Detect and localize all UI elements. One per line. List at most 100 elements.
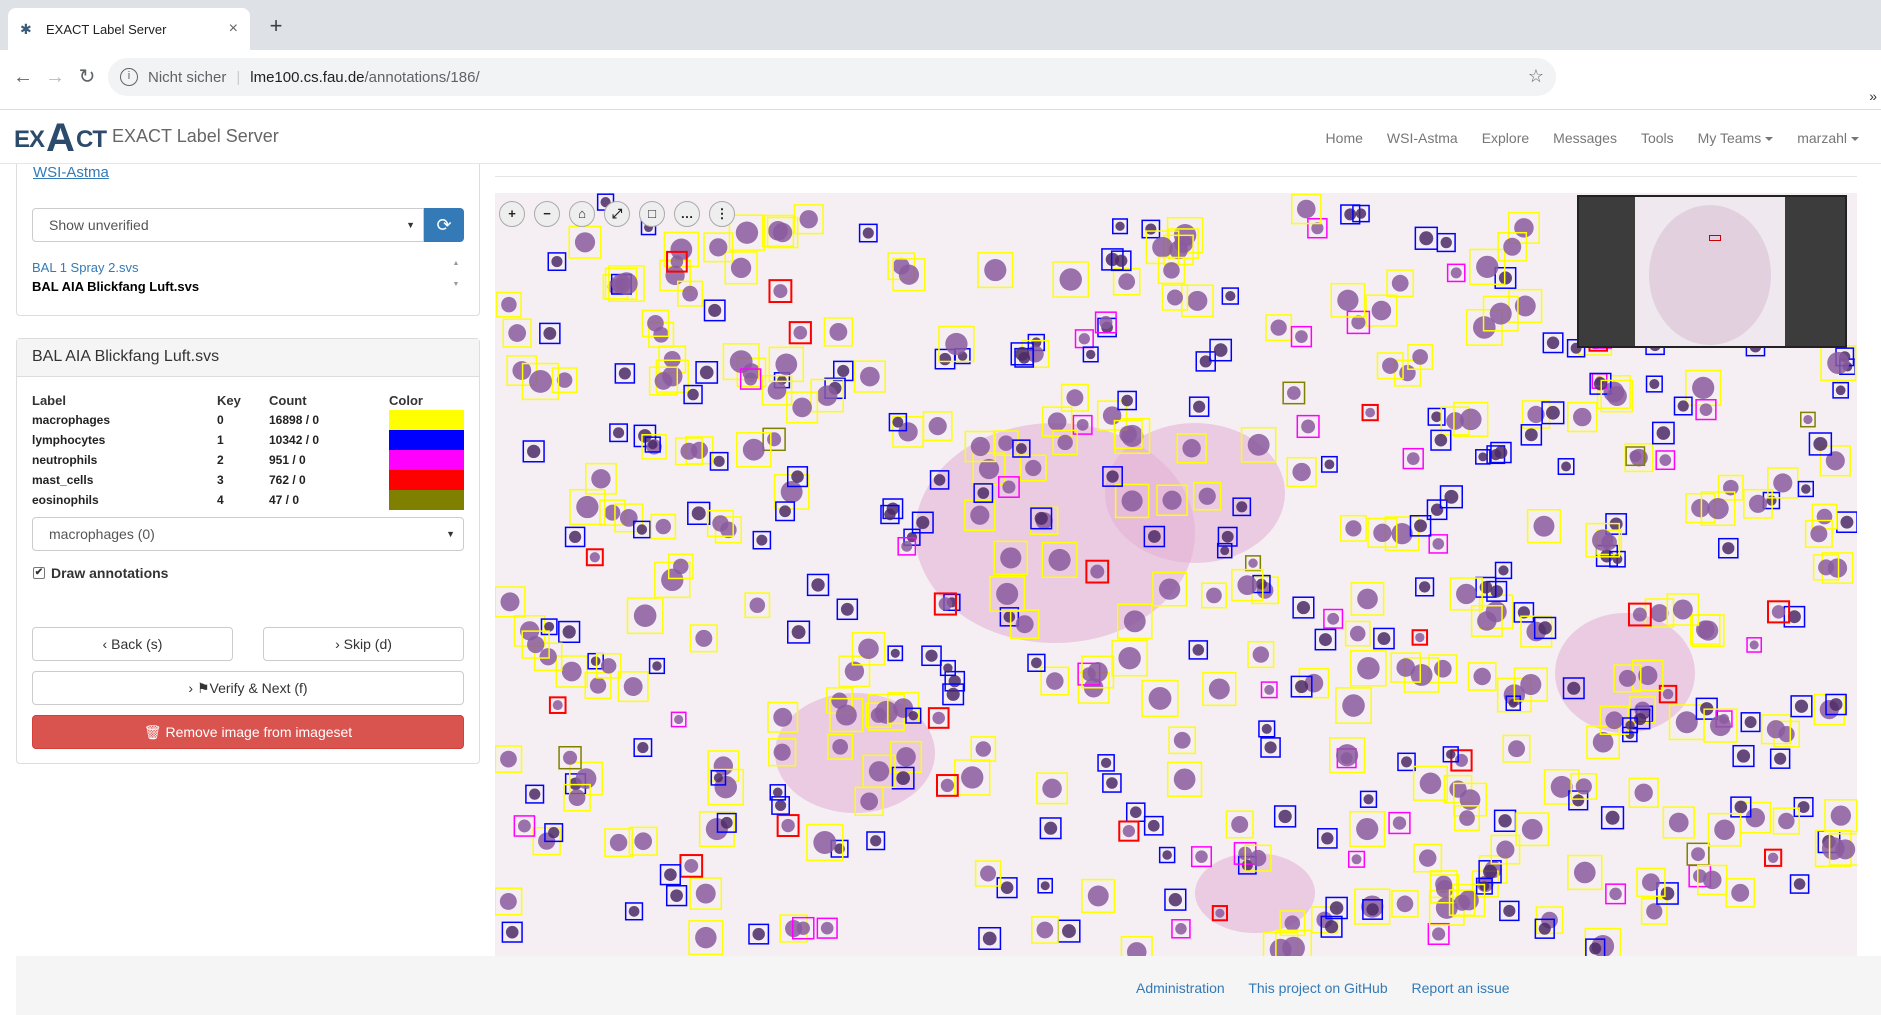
slide-viewer[interactable]: + − ⌂ ⤢ □ … ⋮ <box>495 193 1857 956</box>
label-row[interactable]: mast_cells 3 762 / 0 <box>32 470 464 490</box>
annotation-box[interactable] <box>1113 419 1143 449</box>
annotation-box[interactable] <box>974 860 1002 887</box>
annotation-box[interactable] <box>1662 806 1695 839</box>
annotation-box[interactable] <box>633 520 651 539</box>
annotation-box[interactable] <box>595 653 622 679</box>
annotation-box[interactable] <box>1625 446 1646 467</box>
annotation-box[interactable] <box>1475 576 1497 598</box>
annotation-box[interactable] <box>1037 877 1053 894</box>
annotation-box[interactable] <box>1354 888 1391 925</box>
annotation-box[interactable] <box>1600 806 1625 830</box>
annotation-box[interactable] <box>608 265 645 302</box>
annotation-box[interactable] <box>1628 777 1659 808</box>
close-tab-icon[interactable]: × <box>228 20 238 37</box>
annotation-box[interactable] <box>1258 720 1276 738</box>
annotation-box[interactable] <box>728 214 766 251</box>
annotation-box[interactable] <box>810 378 844 413</box>
annotation-box[interactable] <box>1585 522 1621 558</box>
info-icon[interactable]: i <box>120 68 138 86</box>
annotation-box[interactable] <box>1428 534 1449 554</box>
annotation-box[interactable] <box>1052 429 1078 456</box>
zoom-out-icon[interactable]: − <box>534 201 560 227</box>
annotation-box[interactable] <box>1244 844 1272 872</box>
annotation-box[interactable] <box>1193 482 1222 511</box>
annotation-box[interactable] <box>1478 860 1502 884</box>
nav-tools[interactable]: Tools <box>1640 130 1674 146</box>
image-list[interactable]: BAL 1 Spray 2.svs BAL AIA Blickfang Luft… <box>32 260 462 300</box>
annotation-box[interactable] <box>1350 649 1387 687</box>
annotation-box[interactable] <box>1760 714 1792 745</box>
annotation-box[interactable] <box>495 586 526 618</box>
annotation-box[interactable] <box>1296 414 1320 439</box>
annotation-box[interactable] <box>707 768 745 806</box>
annotation-box[interactable] <box>939 659 956 677</box>
annotation-box[interactable] <box>1166 761 1203 797</box>
brand-title[interactable]: EXACT Label Server <box>112 126 279 146</box>
annotation-box[interactable] <box>1112 218 1129 235</box>
annotation-box[interactable] <box>862 754 896 788</box>
annotation-box[interactable] <box>1376 352 1404 380</box>
annotation-box[interactable] <box>1365 294 1398 327</box>
annotation-box[interactable] <box>614 503 644 533</box>
annotation-box[interactable] <box>766 216 799 249</box>
annotation-box[interactable] <box>1622 717 1639 734</box>
exact-logo[interactable]: EX A CT <box>14 116 107 160</box>
annotation-box[interactable] <box>1225 810 1254 839</box>
annotation-box[interactable] <box>1373 627 1395 650</box>
annotation-box[interactable] <box>1732 744 1755 768</box>
refresh-button[interactable]: ⟳ <box>424 208 464 242</box>
annotation-box[interactable] <box>1361 403 1379 422</box>
annotation-box[interactable] <box>1221 287 1240 305</box>
annotation-box[interactable] <box>1769 748 1791 769</box>
annotation-box[interactable] <box>786 391 819 424</box>
annotation-box[interactable] <box>767 738 797 767</box>
annotation-box[interactable] <box>972 452 1006 486</box>
annotation-box[interactable] <box>1497 231 1528 262</box>
annotation-box[interactable] <box>1388 811 1411 835</box>
annotation-box[interactable] <box>1609 550 1626 568</box>
annotation-box[interactable] <box>1081 878 1116 914</box>
annotation-box[interactable] <box>1640 897 1668 925</box>
nav-home[interactable]: Home <box>1325 130 1363 146</box>
annotation-box[interactable] <box>1027 653 1046 673</box>
annotation-box[interactable] <box>1244 555 1262 572</box>
annotation-box[interactable] <box>1613 664 1642 693</box>
annotation-box[interactable] <box>936 774 959 797</box>
annotation-box[interactable] <box>1599 705 1629 735</box>
scrollbar[interactable]: ▲ ▼ <box>452 260 460 288</box>
annotation-box[interactable] <box>1164 888 1187 911</box>
annotation-box[interactable] <box>688 920 724 956</box>
annotation-box[interactable] <box>1585 938 1606 956</box>
annotation-box[interactable] <box>1828 833 1857 866</box>
annotation-box[interactable] <box>1412 765 1449 801</box>
annotation-box[interactable] <box>1273 805 1297 828</box>
annotation-box[interactable] <box>1448 889 1476 916</box>
annotation-box[interactable] <box>654 561 691 599</box>
footer-link-administration[interactable]: Administration <box>1136 980 1225 996</box>
annotation-box[interactable] <box>1658 684 1678 704</box>
annotation-box[interactable] <box>585 462 617 495</box>
annotation-box[interactable] <box>978 926 1002 950</box>
annotation-box[interactable] <box>1596 374 1631 409</box>
annotation-box[interactable] <box>1673 396 1693 416</box>
annotation-box[interactable] <box>1832 381 1850 399</box>
annotation-box[interactable] <box>1449 577 1483 611</box>
annotation-box[interactable] <box>1566 338 1586 358</box>
annotation-box[interactable] <box>533 642 563 672</box>
annotation-box[interactable] <box>569 488 606 526</box>
annotation-box[interactable] <box>703 232 734 263</box>
annotation-box[interactable] <box>1707 812 1742 847</box>
annotation-box[interactable] <box>1247 640 1275 669</box>
annotation-box[interactable] <box>1120 935 1153 956</box>
annotation-box[interactable] <box>1494 266 1517 289</box>
annotation-box[interactable] <box>1117 390 1137 411</box>
address-bar[interactable]: i Nicht sicher | lme100.cs.fau.de/annota… <box>108 58 1556 96</box>
annotation-box[interactable] <box>1390 652 1422 683</box>
annotation-box[interactable] <box>1158 846 1176 864</box>
annotation-box[interactable] <box>769 784 787 801</box>
annotation-box[interactable] <box>1490 441 1512 464</box>
annotation-box[interactable] <box>997 476 1020 498</box>
annotation-box[interactable] <box>617 671 649 703</box>
annotation-box[interactable] <box>1346 310 1371 335</box>
annotation-box[interactable] <box>1627 602 1652 627</box>
